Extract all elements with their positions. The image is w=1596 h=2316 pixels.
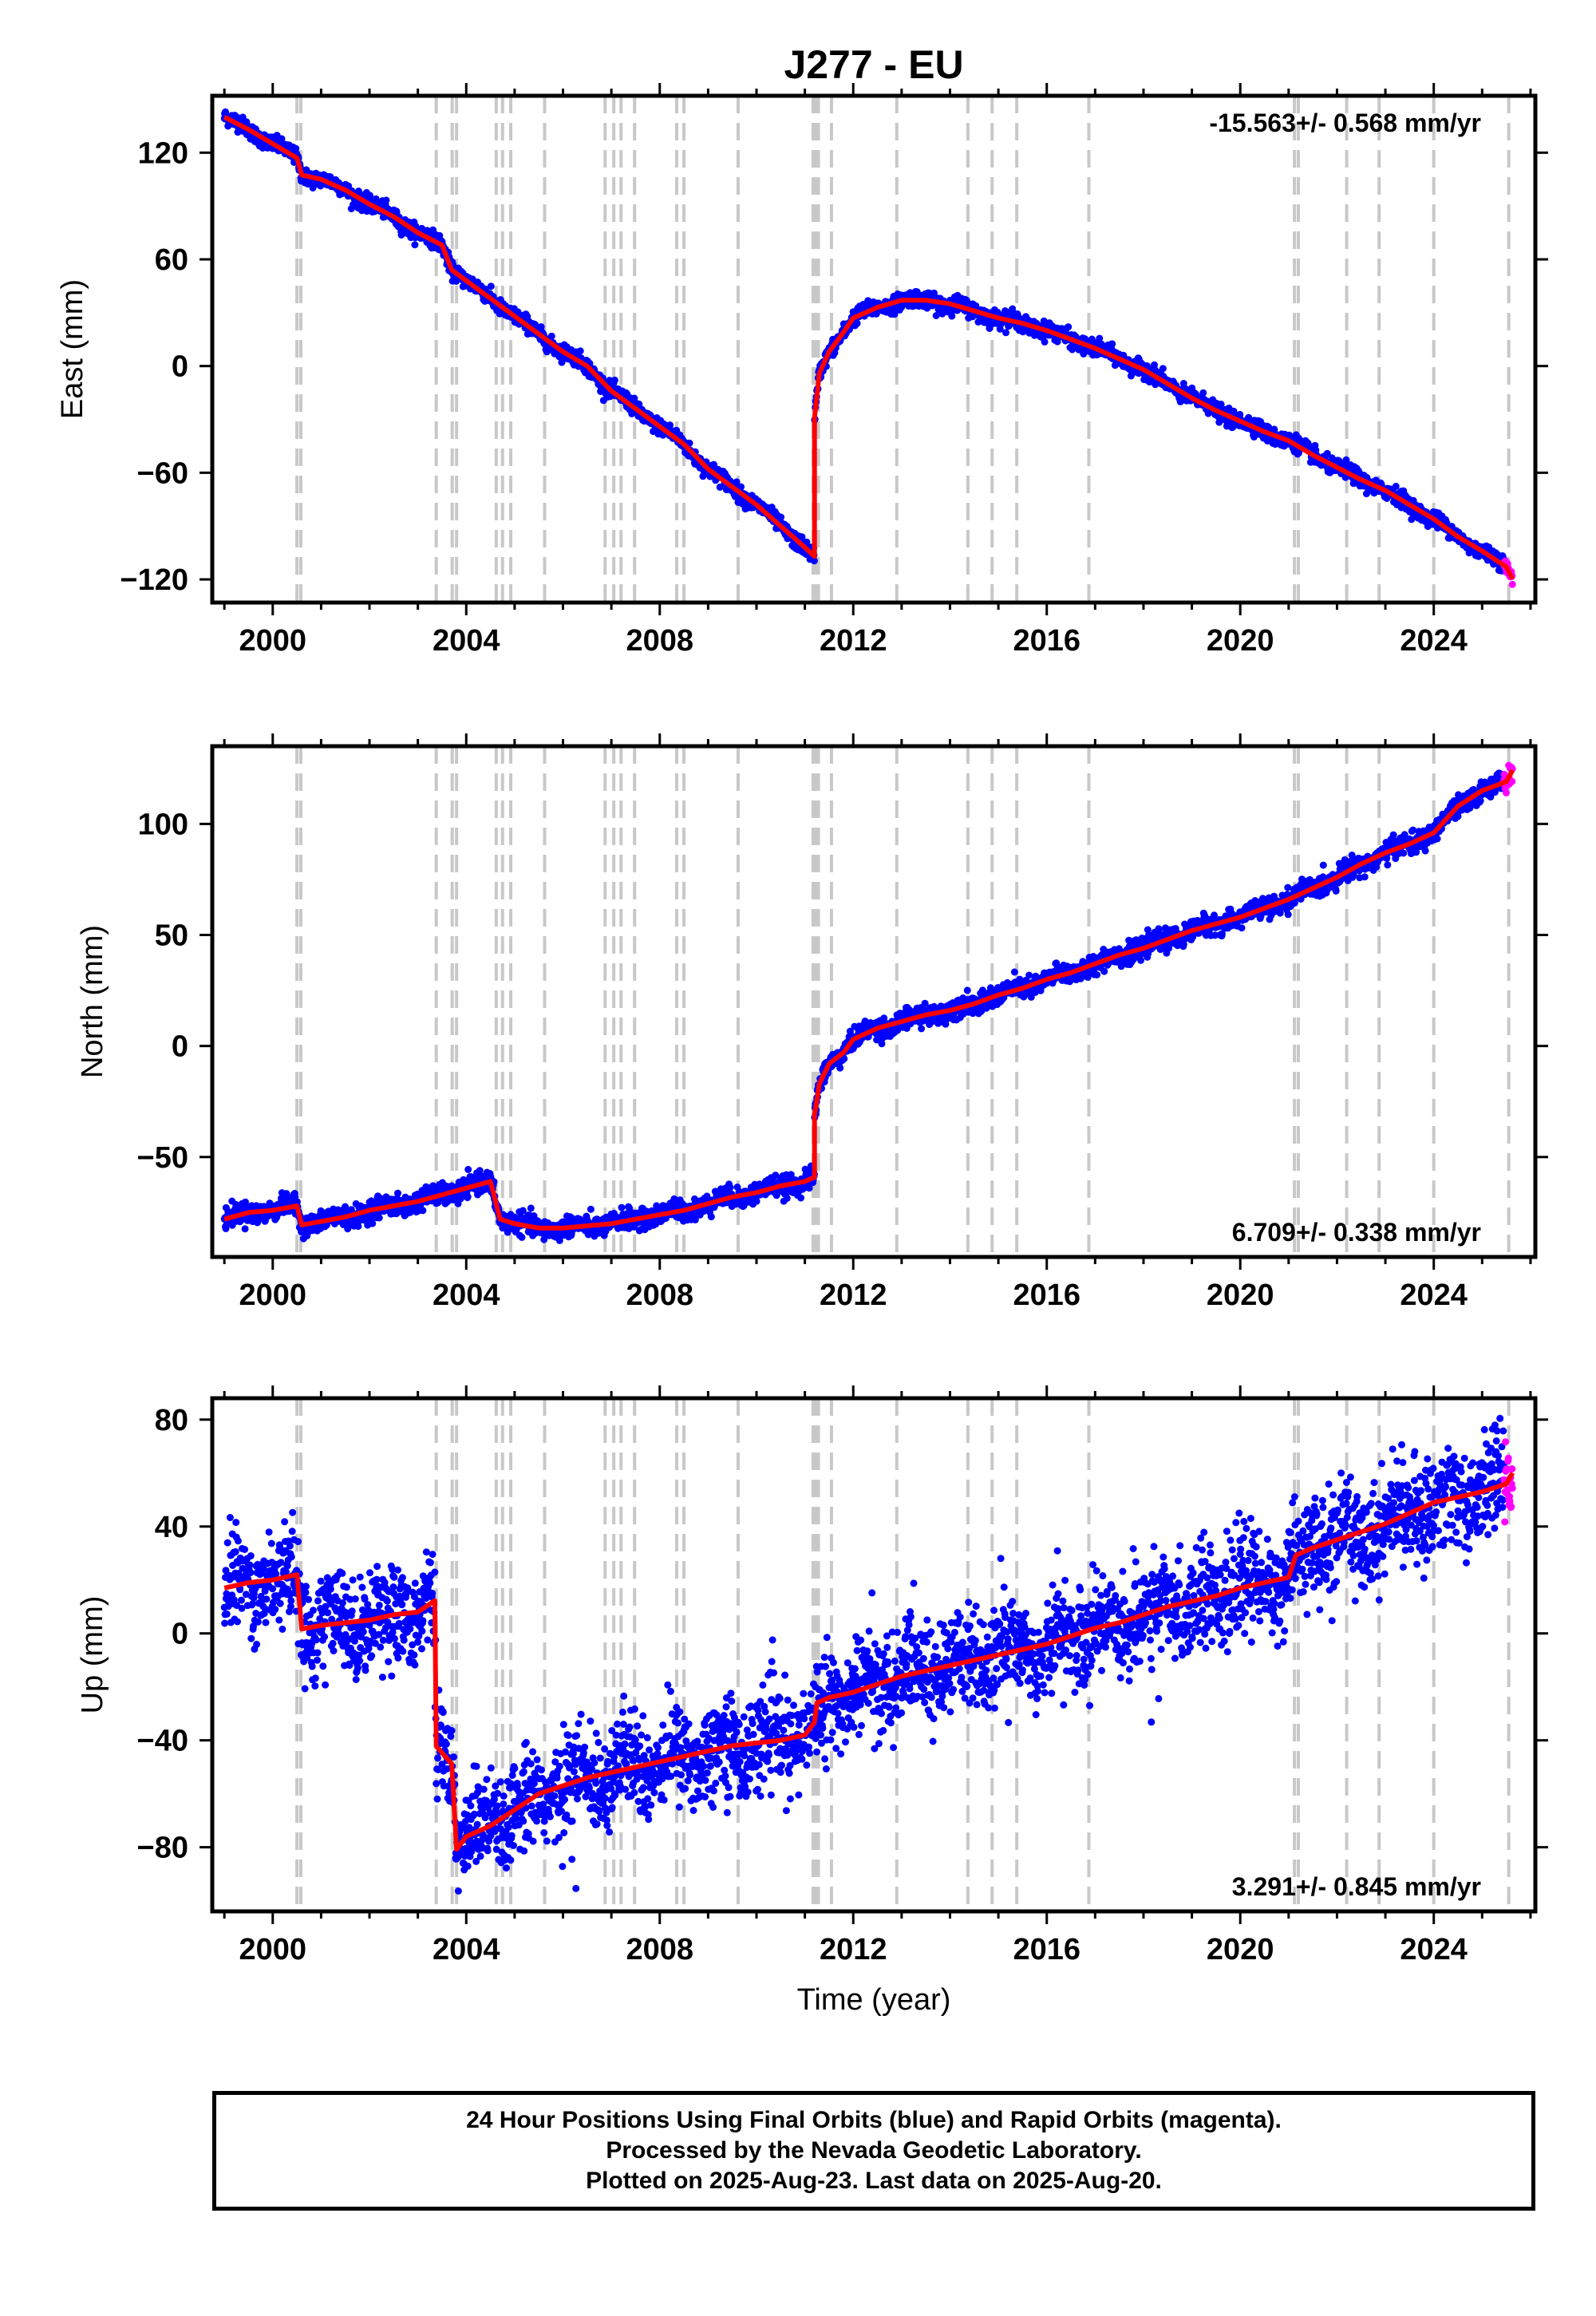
final-orbit-point	[518, 1233, 526, 1241]
event-lines	[295, 96, 1511, 603]
rapid-orbit-point	[1508, 580, 1516, 588]
final-orbit-point	[476, 1167, 484, 1175]
final-orbit-point	[810, 557, 818, 565]
x-tick-label: 2020	[1207, 624, 1274, 658]
final-orbit-point	[369, 1219, 377, 1227]
final-orbit-point	[464, 1165, 472, 1173]
final-orbit-point	[1392, 482, 1400, 490]
final-orbit-point	[948, 312, 956, 320]
final-orbit-point	[1199, 389, 1207, 397]
final-orbit-point	[1096, 334, 1104, 342]
final-orbit-point	[576, 347, 584, 355]
final-orbit-point	[278, 135, 286, 143]
final-orbit-point	[419, 1207, 427, 1215]
final-orbit-point	[429, 1182, 437, 1190]
final-orbit-point	[464, 1193, 472, 1201]
final-orbit-point	[543, 348, 551, 356]
final-orbit-point	[1041, 338, 1049, 346]
final-orbit-point	[241, 1225, 249, 1233]
x-tick-label: 2000	[239, 624, 307, 658]
final-orbit-point	[1108, 340, 1116, 348]
final-orbit-point	[853, 319, 861, 327]
final-orbit-point	[777, 513, 785, 521]
final-orbit-point	[690, 1195, 698, 1203]
y-tick-label: −120	[120, 563, 188, 597]
panel-north: 2000 2004 2008 2012 2016 2020 2024−50050100Nor…	[76, 733, 1548, 1312]
data-points	[220, 761, 1516, 1244]
final-orbit-point	[891, 310, 899, 318]
final-orbit-point	[635, 401, 643, 409]
final-orbit-point	[1217, 401, 1225, 408]
final-orbit-point	[1323, 449, 1331, 457]
x-tick-label: 2016	[1013, 624, 1080, 658]
final-orbit-point	[487, 283, 495, 290]
chart-title: J277 - EU	[784, 42, 963, 87]
final-orbit-point	[375, 1214, 383, 1222]
final-orbit-point	[699, 472, 707, 480]
final-orbit-point	[666, 421, 674, 429]
final-orbit-point	[610, 376, 618, 384]
final-orbit-point	[354, 1223, 362, 1231]
velocity-label: -15.563+/- 0.568 mm/yr	[1209, 109, 1481, 137]
data-points	[220, 108, 1516, 588]
x-tick-label: 2024	[1400, 624, 1468, 658]
y-tick-label: 120	[138, 136, 188, 170]
y-tick-label: 60	[155, 243, 188, 277]
final-orbit-point	[519, 1207, 527, 1215]
final-orbit-point	[394, 1189, 401, 1197]
final-orbit-point	[932, 312, 940, 319]
final-orbit-point	[1065, 323, 1073, 331]
final-orbit-point	[382, 196, 390, 204]
y-tick-label: 0	[172, 350, 188, 384]
final-orbit-point	[938, 310, 946, 318]
final-orbit-point	[1179, 380, 1187, 387]
x-tick-label: 2004	[433, 624, 500, 658]
final-orbit-point	[618, 1203, 626, 1211]
final-orbit-point	[737, 483, 745, 491]
x-tick-label: 2012	[820, 624, 887, 658]
final-orbit-point	[1159, 365, 1167, 373]
panel-east: 2000 2004 2008 2012 2016 2020 2024 −120 −60 0 60 12…	[56, 83, 1548, 658]
y-axis-label: East (mm)	[56, 279, 89, 419]
final-orbit-point	[527, 1204, 535, 1212]
event-lines	[295, 746, 1511, 1257]
final-orbit-point	[587, 1205, 595, 1213]
final-orbit-point	[411, 241, 419, 249]
plot-frame	[210, 93, 1538, 605]
model-fit-line	[223, 115, 1515, 580]
final-orbit-point	[242, 1198, 249, 1206]
final-orbit-point	[1002, 329, 1009, 337]
x-tick-label: 2008	[626, 624, 693, 658]
final-orbit-point	[1040, 317, 1048, 325]
y-tick-label: −60	[137, 456, 188, 490]
final-orbit-point	[547, 332, 555, 340]
